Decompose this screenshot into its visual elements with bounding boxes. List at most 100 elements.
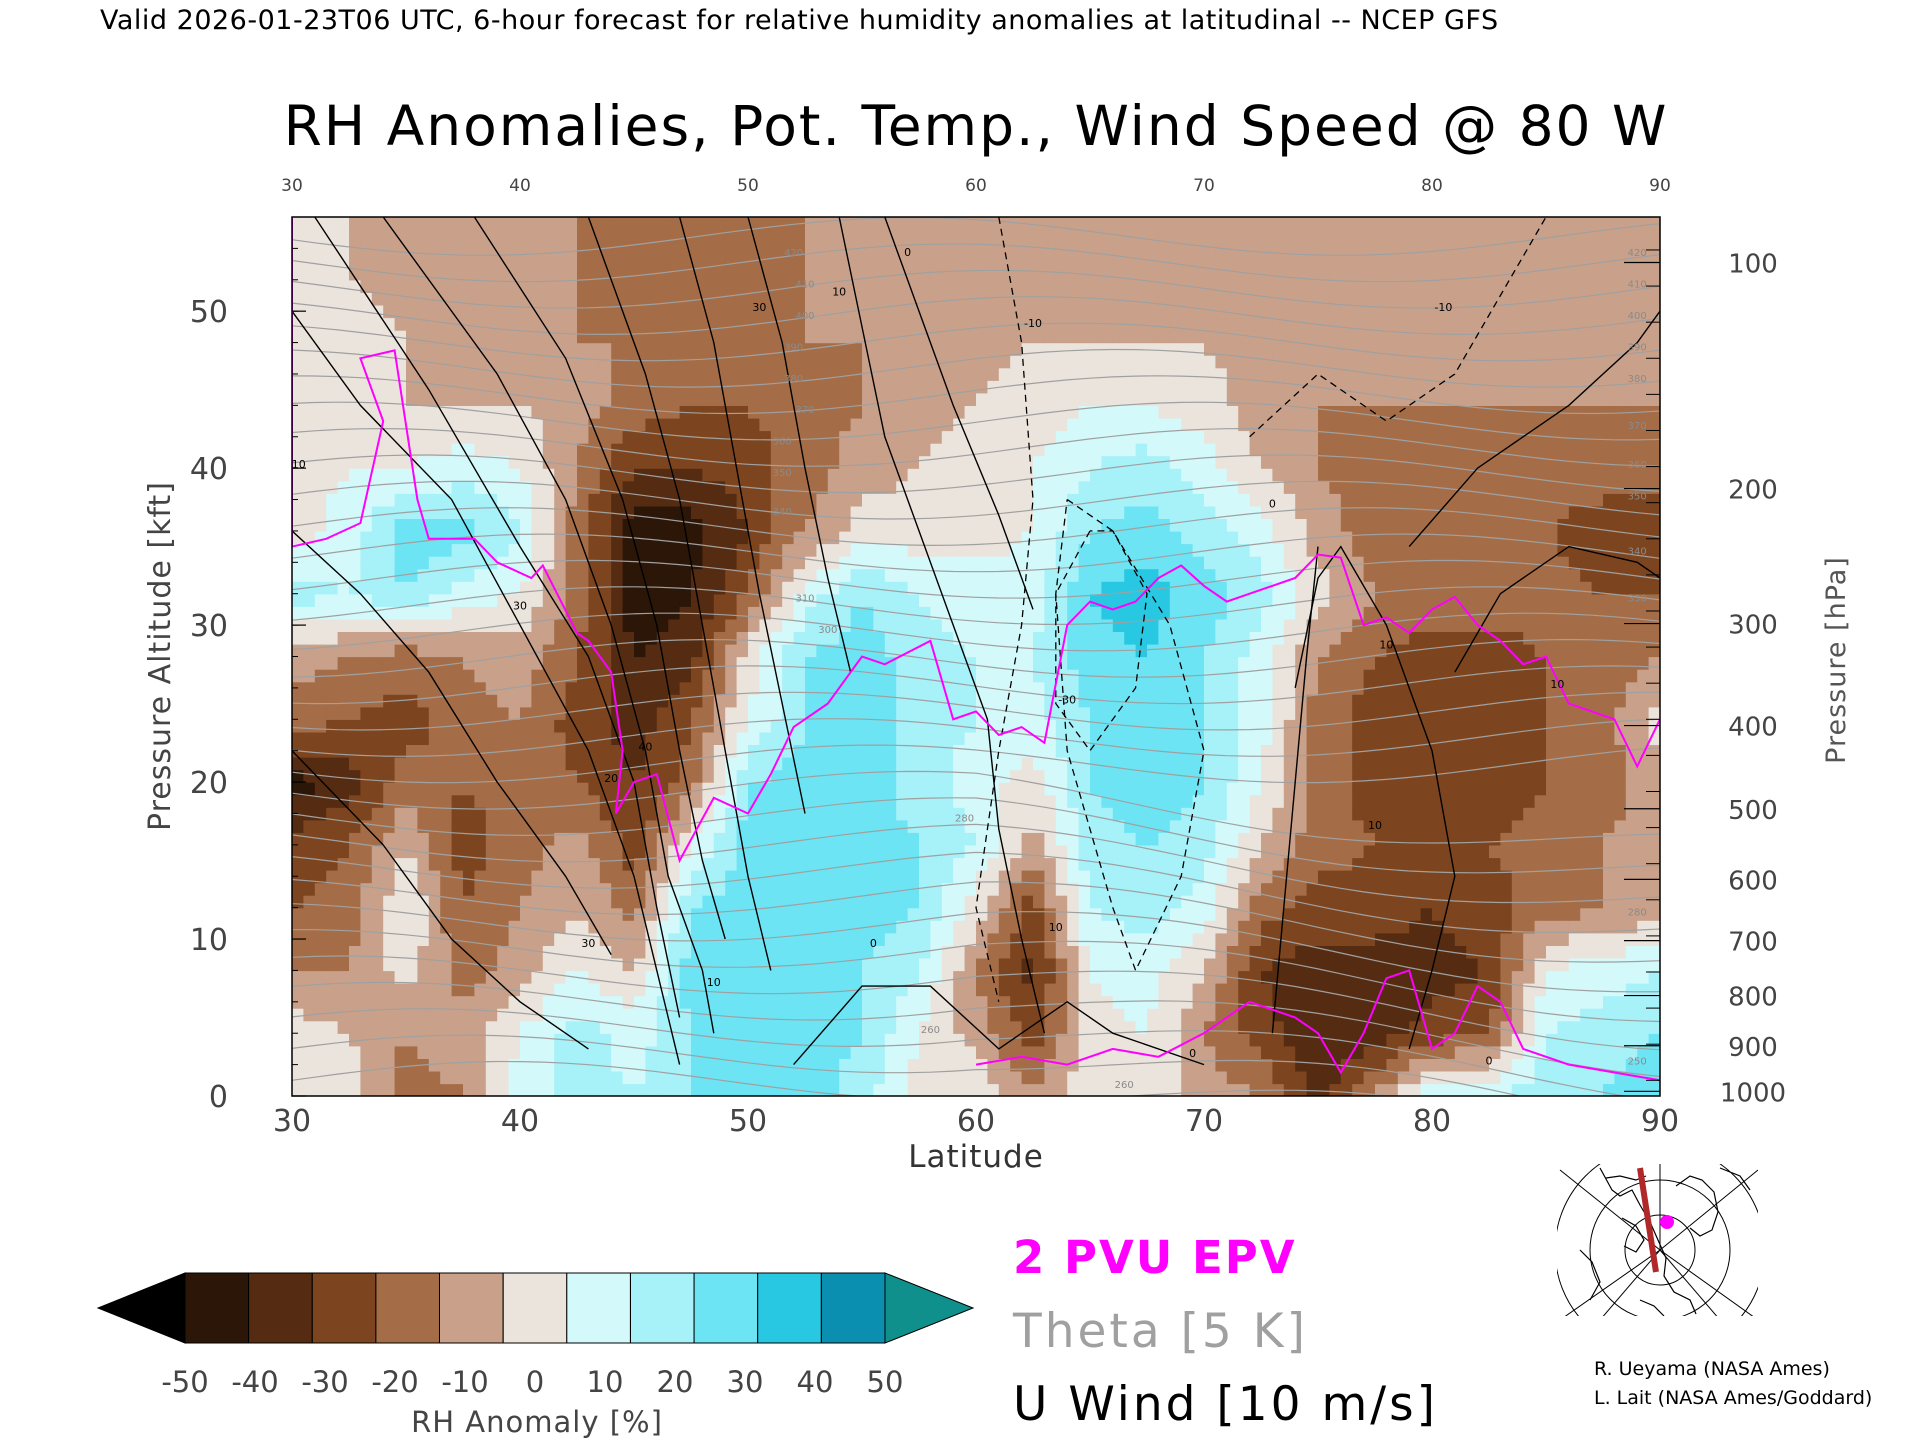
rh-cell	[827, 870, 840, 884]
rh-cell	[1637, 581, 1650, 595]
rh-cell	[474, 857, 487, 871]
rh-cell	[953, 970, 966, 984]
rh-cell	[691, 857, 703, 871]
rh-cell	[1625, 656, 1638, 670]
rh-cell	[1511, 819, 1524, 833]
rh-cell	[1557, 957, 1570, 972]
rh-cell	[1352, 870, 1365, 884]
rh-cell	[1466, 757, 1479, 771]
rh-cell	[998, 1008, 1011, 1022]
rh-cell	[679, 995, 692, 1009]
rh-cell	[337, 832, 350, 846]
rh-cell	[1591, 983, 1604, 997]
rh-cell	[1090, 731, 1102, 745]
rh-cell	[645, 669, 658, 683]
rh-cell	[371, 907, 384, 921]
rh-cell	[337, 706, 350, 720]
rh-cell	[964, 731, 977, 745]
rh-cell	[554, 631, 567, 645]
rh-cell	[326, 656, 339, 670]
rh-cell	[691, 744, 703, 758]
rh-cell	[1033, 1008, 1045, 1022]
rh-cell	[417, 1008, 430, 1022]
rh-cell	[1033, 945, 1045, 959]
rh-cell	[314, 757, 327, 771]
rh-cell	[1614, 807, 1627, 821]
rh-cell	[394, 669, 407, 683]
rh-cell	[1272, 681, 1285, 695]
rh-cell	[599, 769, 612, 783]
rh-cell	[1283, 731, 1296, 745]
rh-cell	[428, 631, 441, 645]
rh-cell	[1557, 945, 1570, 959]
rh-cell	[463, 606, 475, 620]
rh-cell	[770, 719, 783, 733]
rh-cell	[1283, 643, 1296, 658]
rh-cell	[1067, 782, 1080, 796]
rh-cell	[440, 794, 453, 808]
rh-cell	[428, 1033, 441, 1047]
rh-cell	[406, 1058, 418, 1072]
rh-cell	[1625, 857, 1638, 871]
rh-cell	[520, 1008, 532, 1022]
rh-cell	[1534, 731, 1547, 745]
rh-cell	[394, 1008, 407, 1022]
rh-cell	[713, 1070, 726, 1085]
rh-cell	[451, 606, 464, 620]
rh-cell	[337, 1083, 350, 1096]
rh-cell	[884, 631, 897, 645]
rh-cell	[394, 1070, 407, 1085]
rh-cell	[827, 1083, 840, 1096]
rh-cell	[497, 857, 510, 871]
rh-cell	[1477, 819, 1490, 833]
rh-cell	[451, 631, 464, 645]
rh-cell	[1466, 719, 1479, 733]
rh-cell	[1033, 807, 1045, 821]
rh-cell	[941, 656, 954, 670]
rh-cell	[816, 719, 829, 733]
rh-cell	[873, 995, 886, 1009]
rh-cell	[1614, 983, 1627, 997]
rh-cell	[873, 832, 886, 846]
rh-cell	[1318, 1070, 1330, 1085]
rh-cell	[1283, 970, 1296, 984]
rh-cell	[713, 995, 726, 1009]
rh-cell	[1135, 932, 1148, 946]
rh-cell	[371, 1008, 384, 1022]
rh-cell	[588, 618, 601, 632]
rh-cell	[1261, 618, 1273, 632]
rh-cell	[759, 731, 772, 745]
rh-cell	[1625, 706, 1638, 720]
rh-cell	[634, 656, 646, 670]
rh-cell	[565, 1070, 578, 1085]
rh-cell	[1591, 643, 1604, 658]
rh-cell	[1158, 895, 1171, 909]
rh-cell	[656, 1070, 669, 1085]
rh-cell	[485, 618, 498, 632]
rh-cell	[1386, 1083, 1399, 1096]
rh-cell	[668, 656, 681, 670]
rh-cell	[520, 1070, 532, 1085]
rh-cell	[1204, 593, 1216, 607]
rh-cell	[1546, 807, 1558, 821]
rh-cell	[1580, 920, 1593, 934]
rh-cell	[349, 669, 361, 683]
rh-cell	[1090, 618, 1102, 632]
rh-cell	[1272, 819, 1285, 833]
rh-cell	[1067, 957, 1080, 972]
rh-cell	[292, 1070, 304, 1085]
rh-cell	[1454, 1033, 1467, 1047]
rh-cell	[1044, 782, 1057, 796]
rh-cell	[1272, 656, 1285, 670]
rh-cell	[497, 706, 510, 720]
rh-cell	[1272, 832, 1285, 846]
rh-cell	[1238, 957, 1251, 972]
rh-cell	[1010, 1058, 1023, 1072]
rh-cell	[1124, 1058, 1137, 1072]
rh-cell	[1318, 1083, 1330, 1096]
rh-cell	[577, 995, 589, 1009]
rh-cell	[941, 1083, 954, 1096]
rh-cell	[1500, 819, 1513, 833]
rh-cell	[1226, 719, 1239, 733]
rh-cell	[1546, 819, 1558, 833]
